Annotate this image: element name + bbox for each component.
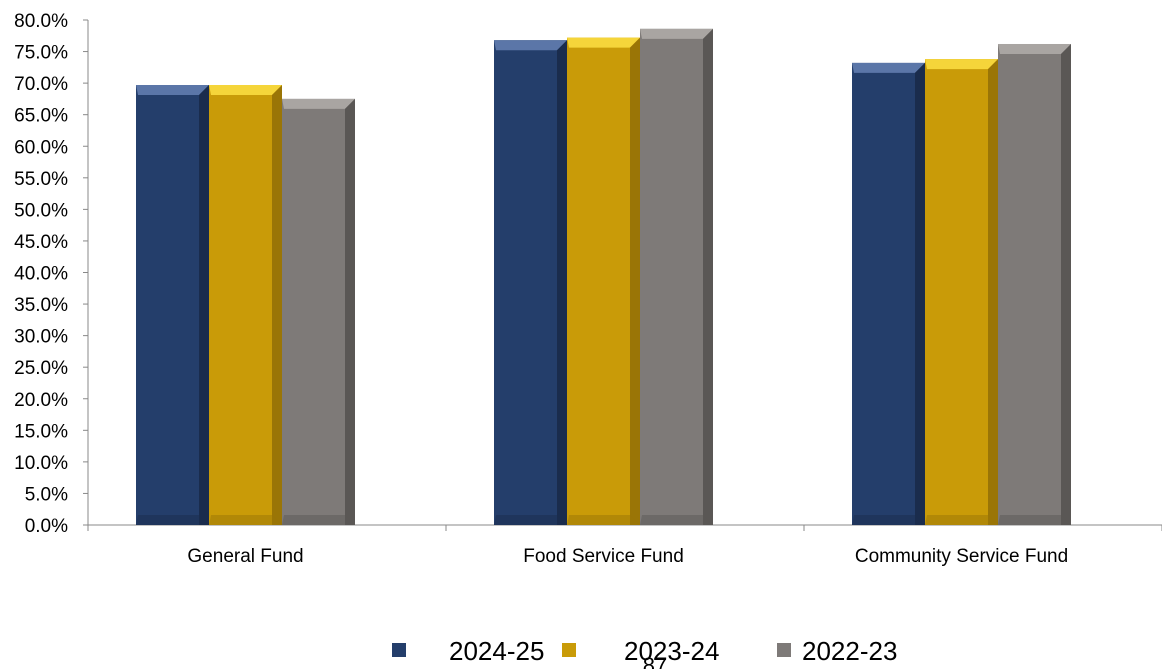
bar	[925, 59, 998, 525]
y-tick-label: 60.0%	[14, 137, 68, 158]
bar-top	[282, 98, 355, 109]
bar-bottom	[640, 515, 713, 525]
bar	[282, 98, 355, 525]
y-tick-label: 5.0%	[25, 484, 68, 505]
y-tick-label: 55.0%	[14, 169, 68, 190]
y-tick-label: 70.0%	[14, 74, 68, 95]
bar-bottom	[567, 515, 640, 525]
bar-bottom	[136, 515, 209, 525]
bar-side	[988, 59, 998, 525]
bar-side	[630, 37, 640, 526]
legend-label: 2023-24	[624, 636, 719, 666]
y-tick-label: 25.0%	[14, 358, 68, 379]
legend-label: 2022-23	[802, 636, 897, 666]
bar-top	[998, 43, 1071, 54]
page-number: 87	[643, 653, 667, 669]
bar	[567, 37, 640, 526]
y-tick-label: 0.0%	[25, 516, 68, 537]
y-tick-label: 80.0%	[14, 11, 68, 32]
bar-top	[852, 62, 925, 73]
y-tick-label: 30.0%	[14, 327, 68, 348]
bar-side	[199, 85, 209, 526]
legend-swatch	[562, 643, 576, 657]
bar-top	[567, 37, 640, 48]
bar-side	[703, 28, 713, 526]
legend-label: 2024-25	[449, 636, 544, 666]
bar-bottom	[494, 515, 567, 525]
bar-bottom	[209, 515, 282, 525]
legend-swatch	[777, 643, 791, 657]
bar-side	[272, 85, 282, 526]
bar-top	[640, 28, 713, 39]
bar	[494, 40, 567, 525]
y-tick-label: 50.0%	[14, 200, 68, 221]
bar-top	[136, 85, 209, 96]
y-tick-label: 35.0%	[14, 295, 68, 316]
bar	[852, 62, 925, 526]
legend: 2024-25 2023-24 2022-23	[392, 636, 897, 666]
bar-side	[1061, 43, 1071, 526]
bar-side	[915, 62, 925, 526]
category-label: General Fund	[187, 546, 303, 567]
bars	[136, 28, 1071, 526]
category-label: Food Service Fund	[523, 546, 684, 567]
bar-side	[345, 98, 355, 525]
bar-top	[209, 85, 282, 96]
y-tick-label: 20.0%	[14, 390, 68, 411]
y-tick-label: 45.0%	[14, 232, 68, 253]
bar-bottom	[925, 515, 998, 525]
y-tick-label: 40.0%	[14, 264, 68, 285]
bar-top	[925, 59, 998, 70]
bar	[209, 85, 282, 526]
x-axis	[87, 524, 1162, 531]
bar-bottom	[852, 515, 925, 525]
legend-swatch	[392, 643, 406, 657]
y-tick-label: 15.0%	[14, 421, 68, 442]
bar	[998, 43, 1071, 526]
bar-side	[557, 40, 567, 525]
y-tick-label: 10.0%	[14, 453, 68, 474]
y-axis: 0.0% 5.0% 10.0% 15.0% 20.0% 25.0% 30.0% 35.0% 40…	[14, 11, 89, 537]
bar-bottom	[282, 515, 355, 525]
category-labels: General Fund Food Service Fund Community S…	[187, 546, 1068, 567]
bar-bottom	[998, 515, 1071, 525]
bar	[136, 85, 209, 526]
bar-top	[494, 40, 567, 51]
y-tick-label: 75.0%	[14, 43, 68, 64]
category-label: Community Service Fund	[855, 546, 1068, 567]
y-tick-label: 65.0%	[14, 106, 68, 127]
bar	[640, 28, 713, 526]
